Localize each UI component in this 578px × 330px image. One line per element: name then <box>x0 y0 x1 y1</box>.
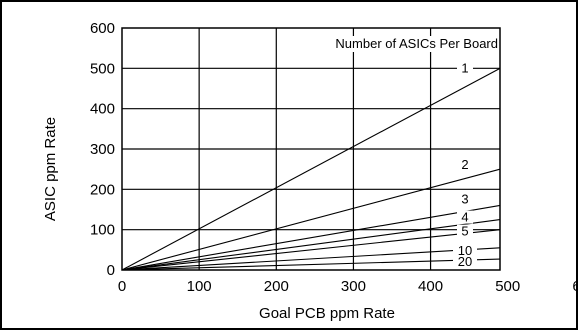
series-lines <box>121 67 501 271</box>
y-tick-label: 0 <box>107 262 115 279</box>
y-tick-label: 500 <box>90 60 115 77</box>
series-line-10 <box>121 247 501 271</box>
series-line-3 <box>121 204 501 271</box>
series-label-5: 5 <box>461 224 468 239</box>
series-label-10: 10 <box>458 243 472 258</box>
y-tick-label: 100 <box>90 222 115 239</box>
series-label-bg <box>453 255 477 269</box>
series-line-2 <box>121 168 501 271</box>
series-line-5 <box>121 229 501 271</box>
series-label-bg <box>457 61 473 75</box>
series-label-2: 2 <box>461 157 468 172</box>
series-label-bg <box>453 243 477 257</box>
series-label-1: 1 <box>461 60 468 75</box>
series-label-bg <box>457 224 473 238</box>
x-tick-label: 100 <box>187 278 212 295</box>
y-tick-label: 300 <box>90 141 115 158</box>
series-label-bg <box>457 158 473 172</box>
series-label-20: 20 <box>458 254 472 269</box>
x-tick-label: 600 <box>572 278 578 295</box>
y-tick-labels: 0 100 200 300 400 500 600 <box>90 20 115 279</box>
series-label-3: 3 <box>461 191 468 206</box>
series-line-1 <box>121 67 501 271</box>
series-label-4: 4 <box>461 210 468 225</box>
x-tick-label: 500 <box>495 278 520 295</box>
legend-title: Number of ASICs Per Board <box>335 36 498 51</box>
series-line-20 <box>121 258 501 271</box>
x-tick-label: 0 <box>118 278 126 295</box>
x-tick-label: 400 <box>418 278 443 295</box>
grid-lines <box>122 28 500 270</box>
x-tick-labels: 0 100 200 300 400 500 600 <box>118 278 578 295</box>
x-tick-label: 200 <box>264 278 289 295</box>
legend-title-bg <box>290 36 498 52</box>
x-tick-label: 300 <box>341 278 366 295</box>
y-axis-label: ASIC ppm Rate <box>42 117 59 221</box>
y-tick-label: 200 <box>90 181 115 198</box>
series-label-bg <box>457 210 473 224</box>
y-tick-label: 600 <box>90 20 115 37</box>
series-label-bg <box>457 192 473 206</box>
series-line-4 <box>121 219 501 271</box>
x-axis-label: Goal PCB ppm Rate <box>259 305 395 322</box>
y-tick-label: 400 <box>90 101 115 118</box>
